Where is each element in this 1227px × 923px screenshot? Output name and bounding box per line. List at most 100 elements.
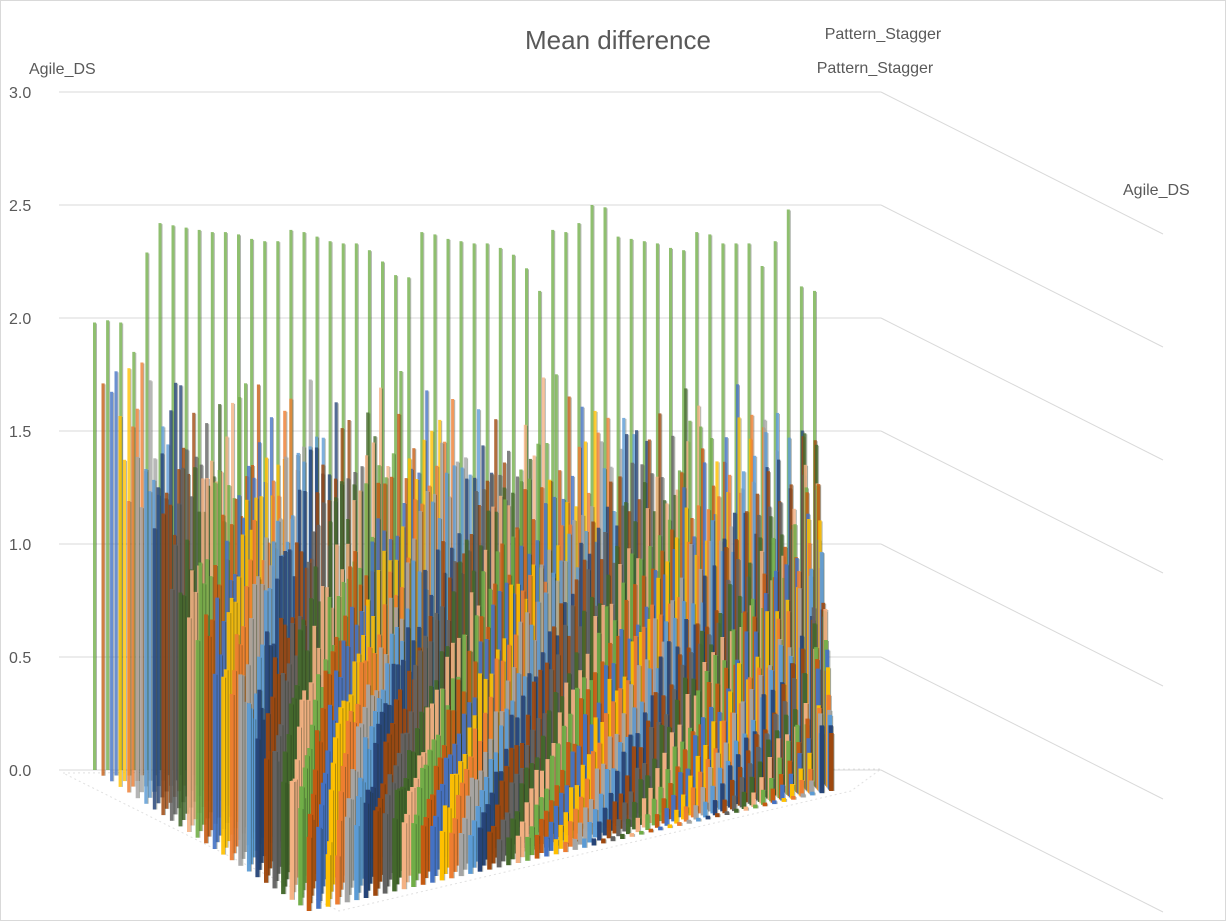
bar-edge bbox=[653, 829, 655, 833]
bar bbox=[506, 837, 511, 866]
bar bbox=[456, 794, 461, 866]
bar bbox=[648, 828, 654, 833]
bar-edge bbox=[227, 670, 229, 848]
bar-edge bbox=[393, 477, 395, 786]
bar bbox=[169, 588, 174, 821]
bar-edge bbox=[349, 721, 351, 869]
bar bbox=[381, 261, 384, 770]
bar bbox=[481, 812, 486, 866]
bar bbox=[688, 727, 693, 806]
bar-edge bbox=[130, 502, 132, 793]
bar bbox=[612, 801, 617, 834]
bar-edge bbox=[292, 230, 294, 770]
bar bbox=[709, 706, 714, 803]
bar bbox=[491, 825, 496, 864]
bar-edge bbox=[717, 801, 719, 816]
bar bbox=[360, 781, 365, 879]
bar-edge bbox=[508, 749, 510, 838]
bar bbox=[566, 742, 571, 828]
bar bbox=[179, 385, 183, 776]
bar-edge bbox=[404, 527, 406, 793]
bar bbox=[563, 841, 568, 853]
bar bbox=[161, 513, 165, 816]
bar-edge bbox=[767, 803, 769, 807]
bar bbox=[471, 820, 477, 868]
bar bbox=[268, 645, 272, 843]
bar bbox=[800, 793, 806, 798]
bar bbox=[392, 818, 397, 892]
bar-edge bbox=[814, 792, 816, 796]
bar bbox=[753, 804, 758, 809]
bar-edge bbox=[662, 827, 664, 831]
bar-edge bbox=[605, 839, 607, 844]
bar bbox=[296, 726, 301, 871]
bar-edge bbox=[784, 785, 786, 801]
bar bbox=[664, 621, 669, 797]
bar bbox=[404, 813, 409, 883]
bar-series-group bbox=[93, 205, 835, 911]
bar bbox=[683, 677, 687, 802]
bar bbox=[809, 780, 814, 795]
bar bbox=[193, 591, 197, 820]
bar bbox=[708, 234, 712, 770]
bar-edge bbox=[352, 799, 354, 888]
bar bbox=[585, 689, 590, 815]
bar-edge bbox=[746, 792, 748, 809]
bar-edge bbox=[427, 590, 429, 800]
bar-edge bbox=[472, 836, 474, 874]
bar-edge bbox=[202, 563, 204, 832]
bar-edge bbox=[538, 805, 540, 850]
bar-edge bbox=[528, 768, 530, 843]
bar bbox=[509, 782, 514, 850]
bar bbox=[510, 818, 515, 860]
bar bbox=[272, 751, 277, 889]
bar bbox=[524, 802, 529, 852]
bar-edge bbox=[518, 746, 520, 836]
bar-edge bbox=[168, 493, 170, 809]
bar bbox=[452, 818, 457, 872]
bar-edge bbox=[344, 244, 346, 770]
bar bbox=[243, 701, 247, 852]
bar-edge bbox=[311, 837, 313, 911]
bar bbox=[616, 819, 621, 837]
bar-edge bbox=[776, 801, 778, 805]
bar bbox=[509, 584, 513, 806]
bar bbox=[386, 466, 390, 774]
bar bbox=[695, 232, 699, 771]
bar bbox=[544, 836, 549, 857]
bar-edge bbox=[548, 837, 550, 857]
bar bbox=[690, 787, 696, 818]
bar-edge bbox=[199, 641, 201, 838]
bar bbox=[204, 614, 208, 844]
bar-edge bbox=[505, 820, 507, 862]
bar-edge bbox=[173, 589, 175, 821]
bar bbox=[373, 742, 378, 871]
bar-edge bbox=[382, 798, 384, 882]
bar bbox=[635, 767, 640, 823]
bar-edge bbox=[509, 813, 511, 856]
bar-edge bbox=[786, 799, 788, 802]
depth-axis-label: Agile_DS bbox=[1123, 182, 1190, 199]
bar-edge bbox=[190, 618, 192, 832]
bar-edge bbox=[736, 796, 738, 812]
bar bbox=[534, 834, 540, 859]
bar bbox=[382, 813, 388, 894]
bar bbox=[514, 773, 519, 845]
y-tick-label: 2.0 bbox=[9, 311, 31, 328]
bar-edge bbox=[626, 803, 628, 832]
bar bbox=[625, 775, 630, 825]
bar-edge bbox=[833, 734, 835, 791]
bar bbox=[525, 836, 530, 861]
bar bbox=[568, 821, 573, 847]
bar-edge bbox=[303, 787, 305, 898]
bar bbox=[291, 697, 296, 859]
bar bbox=[594, 768, 600, 830]
bar-edge bbox=[748, 807, 750, 811]
bar-edge bbox=[466, 635, 467, 818]
bar bbox=[500, 819, 505, 862]
bar-edge bbox=[349, 817, 351, 903]
bar-edge bbox=[755, 793, 757, 807]
bar bbox=[548, 821, 554, 851]
bar-edge bbox=[126, 460, 127, 782]
bar bbox=[197, 229, 201, 770]
